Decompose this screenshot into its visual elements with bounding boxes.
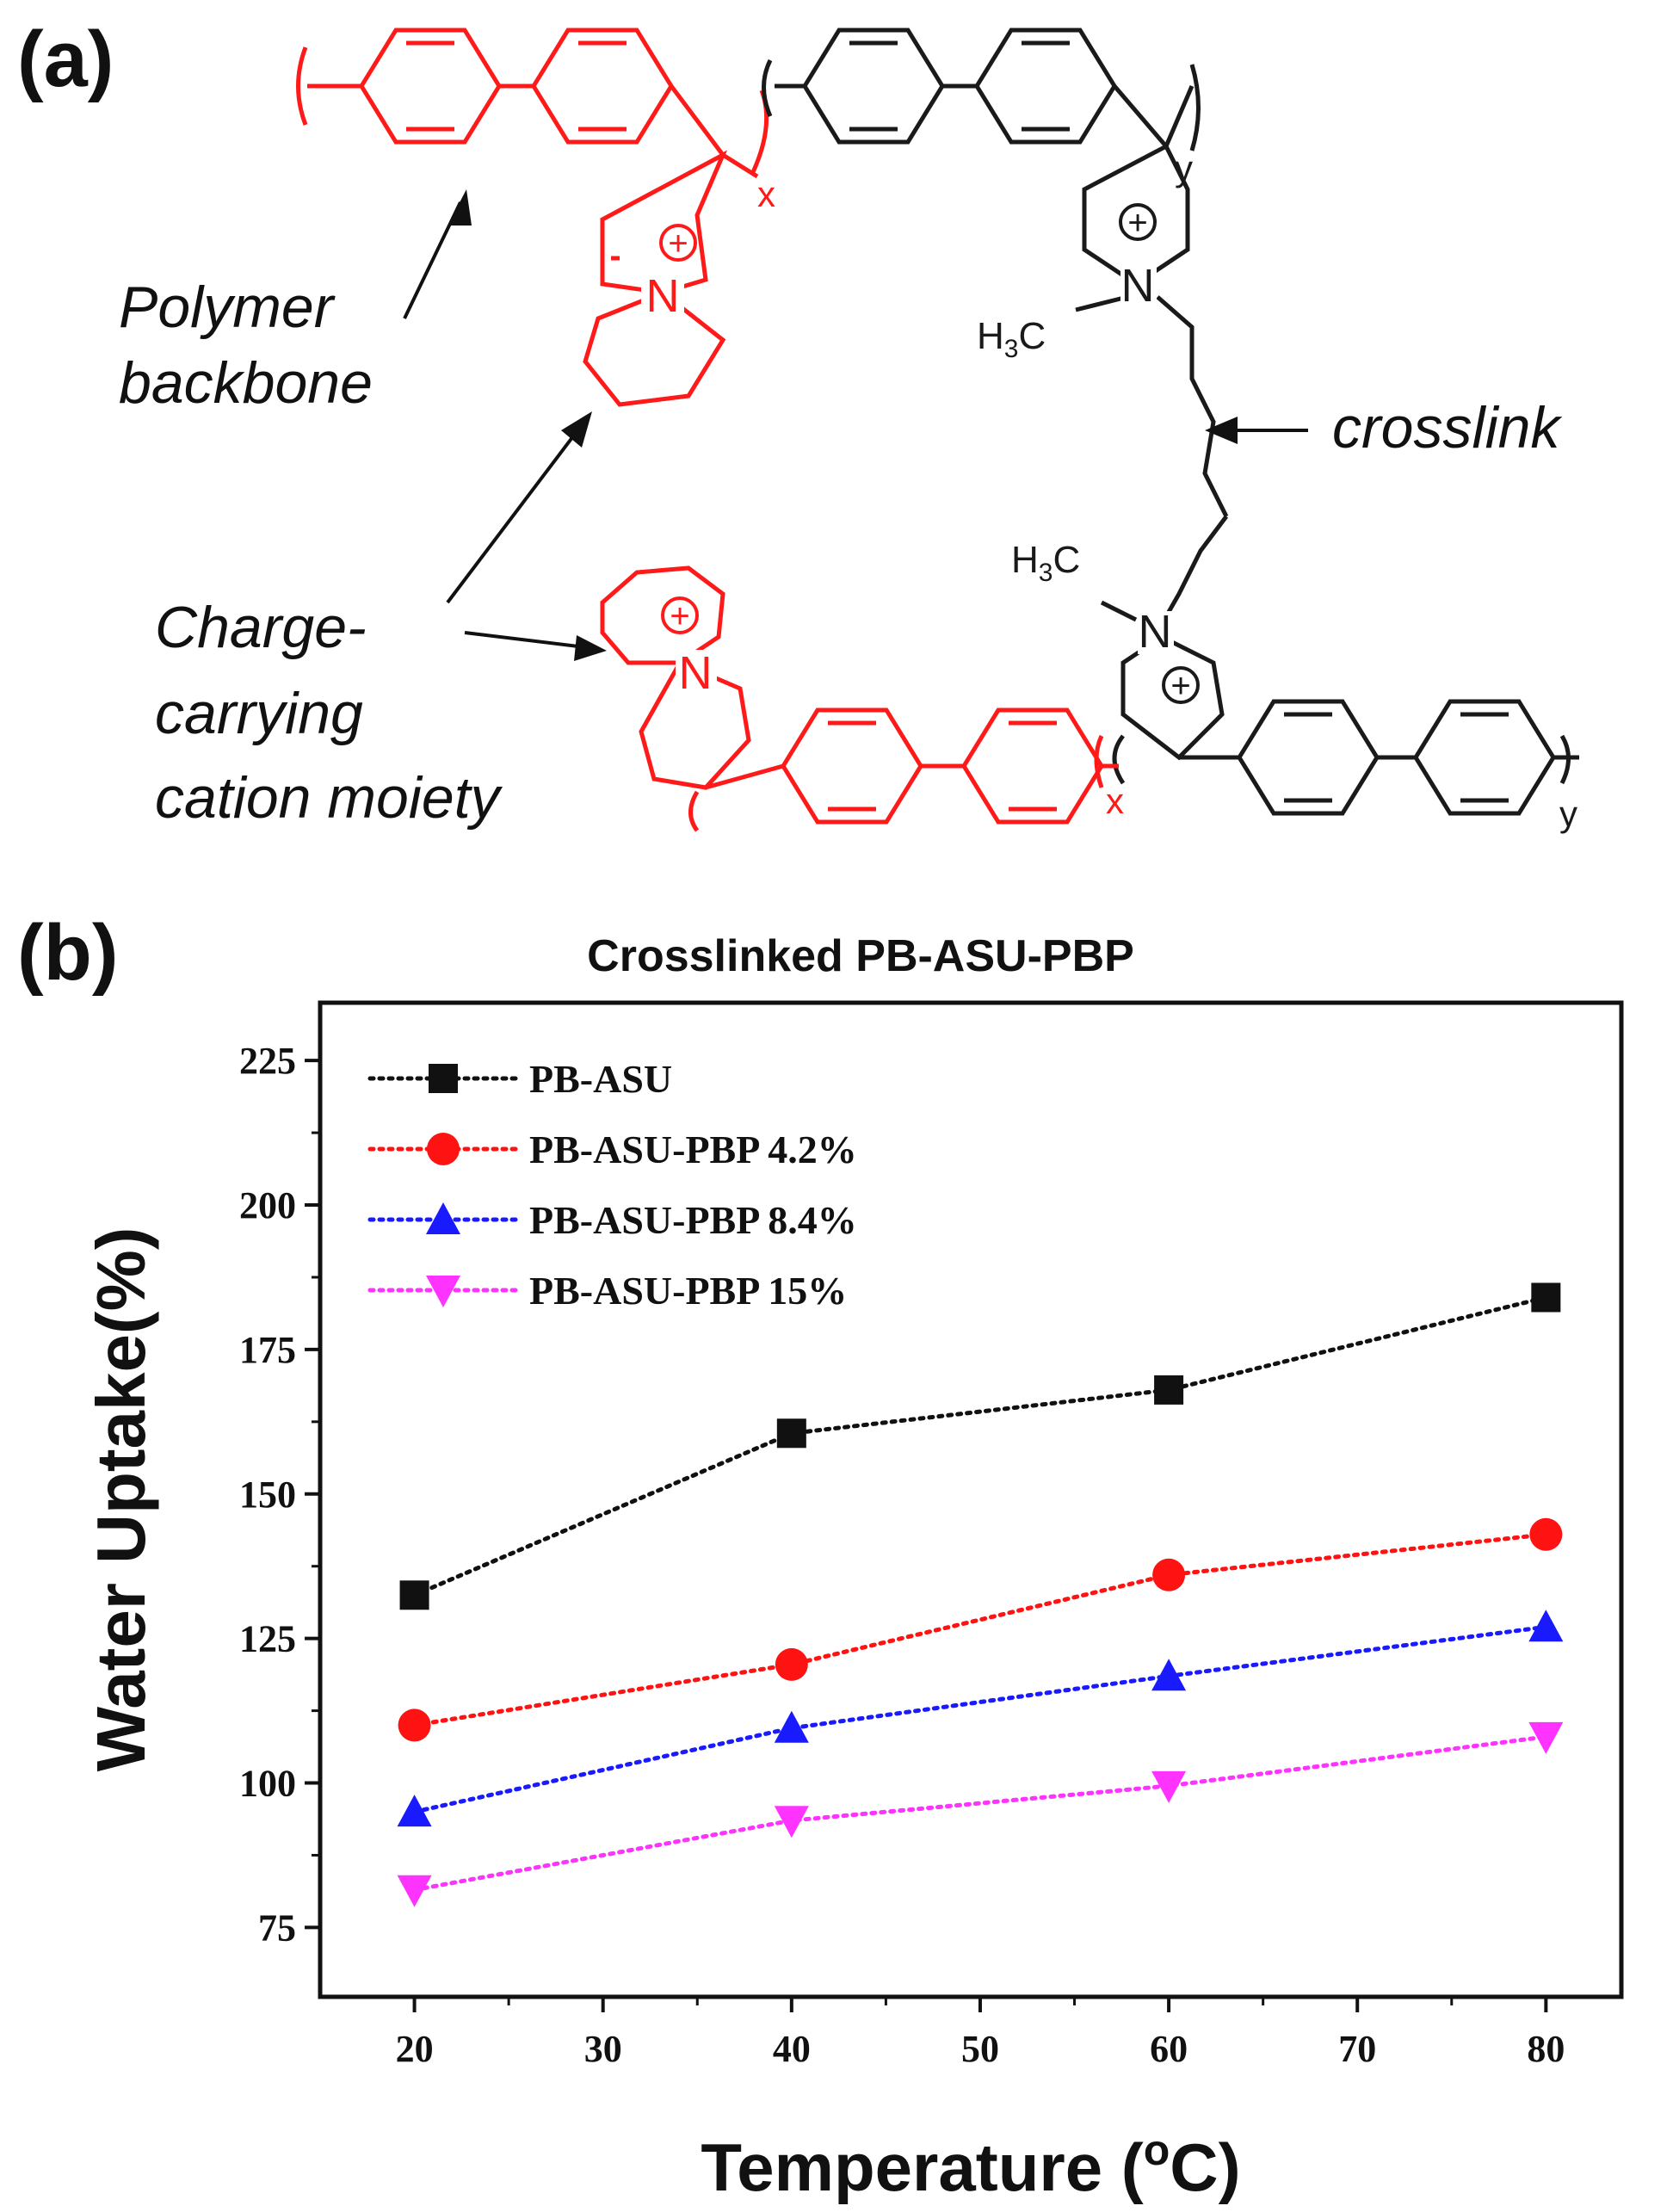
legend-entry: PB-ASU-PBP 15% bbox=[529, 1269, 847, 1313]
red-unit-top-charge: + N x bbox=[641, 174, 775, 322]
data-series bbox=[397, 1282, 1564, 1907]
data-point bbox=[774, 1710, 809, 1743]
backbone-label-line1: Polymer bbox=[119, 275, 336, 340]
x-tick-label: 50 bbox=[961, 2028, 999, 2070]
y-tick-label: 125 bbox=[239, 1618, 296, 1660]
backbone-arrowhead bbox=[448, 189, 472, 226]
chart-title: Crosslinked PB-ASU-PBP bbox=[587, 931, 1134, 981]
y-tick-label: 100 bbox=[239, 1763, 296, 1805]
methyl-group: H3C bbox=[1011, 539, 1080, 587]
legend-marker bbox=[426, 1276, 460, 1307]
plus-sign: + bbox=[1127, 204, 1147, 242]
data-point bbox=[774, 1806, 809, 1838]
data-point bbox=[1151, 1659, 1187, 1691]
panel-a-structure: (a) + N x bbox=[17, 15, 1579, 834]
data-point bbox=[1151, 1770, 1187, 1803]
black-repeat-unit-bottom bbox=[1100, 515, 1579, 816]
data-point bbox=[398, 1708, 431, 1742]
black-unit-bottom-charge: + N y H3C bbox=[1011, 539, 1577, 834]
x-tick-label: 40 bbox=[773, 2028, 811, 2070]
plus-sign: + bbox=[1170, 667, 1190, 705]
legend-marker bbox=[429, 1064, 458, 1093]
cation-label-line1: Charge- bbox=[155, 595, 367, 660]
y-tick-label: 175 bbox=[239, 1329, 296, 1371]
data-point bbox=[776, 1418, 806, 1449]
data-point bbox=[1528, 1610, 1564, 1642]
panel-a-label: (a) bbox=[17, 15, 114, 103]
data-point bbox=[1152, 1558, 1186, 1591]
subscript-x: x bbox=[757, 174, 775, 214]
cation-label-line2: carrying bbox=[155, 681, 363, 746]
x-tick-label: 80 bbox=[1527, 2028, 1565, 2070]
subscript-y: y bbox=[1175, 148, 1193, 188]
subscript-y: y bbox=[1559, 794, 1577, 834]
y-axis-ticks: 75 100 125 150 175 200 225 bbox=[239, 1040, 320, 1949]
series-line bbox=[412, 1294, 1548, 1597]
plus-sign: + bbox=[668, 225, 688, 263]
nitrogen-atom: N bbox=[1139, 606, 1172, 658]
annotations: Polymer backbone Charge- carrying cation… bbox=[119, 189, 1562, 831]
methyl-group: H3C bbox=[977, 315, 1046, 363]
cation-label-line3: cation moiety bbox=[155, 765, 503, 831]
data-point bbox=[1154, 1375, 1184, 1405]
red-unit-bottom-charge: + N x bbox=[661, 596, 1124, 821]
panel-b-label: (b) bbox=[17, 909, 118, 997]
legend: PB-ASU PB-ASU-PBP 4.2% PB-ASU-PBP 8.4% PB-A… bbox=[367, 1057, 857, 1313]
black-unit-top-charge: + N y H3C bbox=[977, 148, 1193, 363]
x-axis-ticks: 20 30 40 50 60 70 80 bbox=[396, 1997, 1565, 2070]
data-point bbox=[1528, 1721, 1564, 1754]
legend-entry: PB-ASU bbox=[529, 1057, 672, 1101]
black-repeat-unit-top bbox=[762, 28, 1229, 518]
series-line bbox=[412, 1734, 1548, 1893]
legend-entry: PB-ASU-PBP 4.2% bbox=[529, 1128, 857, 1171]
data-point bbox=[397, 1875, 432, 1907]
crosslink-arrowhead bbox=[1205, 417, 1238, 444]
crosslink-label: crosslink bbox=[1332, 395, 1562, 460]
data-point bbox=[397, 1795, 432, 1827]
backbone-label-line2: backbone bbox=[119, 350, 373, 416]
legend-marker bbox=[427, 1133, 460, 1165]
data-point bbox=[399, 1580, 429, 1610]
plus-sign: + bbox=[670, 597, 689, 635]
nitrogen-atom: N bbox=[1121, 260, 1155, 312]
nitrogen-atom: N bbox=[646, 270, 680, 322]
y-axis-label: Water Uptake(%) bbox=[83, 1227, 159, 1772]
x-tick-label: 20 bbox=[396, 2028, 434, 2070]
legend-entry: PB-ASU-PBP 8.4% bbox=[529, 1198, 857, 1242]
subscript-x: x bbox=[1106, 781, 1124, 821]
nitrogen-atom: N bbox=[679, 647, 713, 699]
data-point bbox=[1529, 1517, 1563, 1551]
panel-b-chart: (b) Crosslinked PB-ASU-PBP 20 30 40 50 60 70 8… bbox=[17, 909, 1624, 2205]
x-axis-label: Temperature (oC) bbox=[701, 2126, 1240, 2205]
y-tick-label: 200 bbox=[239, 1184, 296, 1226]
legend-marker bbox=[426, 1202, 460, 1234]
x-tick-label: 30 bbox=[584, 2028, 622, 2070]
y-tick-label: 225 bbox=[239, 1040, 296, 1082]
cation-arrow-lower bbox=[464, 631, 586, 649]
series-line bbox=[412, 1532, 1548, 1727]
plot-frame bbox=[318, 1000, 1624, 1999]
cation-arrow-upper bbox=[446, 424, 583, 604]
y-tick-label: 75 bbox=[258, 1906, 296, 1949]
y-tick-label: 150 bbox=[239, 1474, 296, 1516]
red-repeat-unit-top bbox=[296, 28, 769, 407]
cation-arrowhead-lower bbox=[574, 635, 607, 661]
red-repeat-unit-bottom bbox=[600, 565, 1119, 832]
data-point bbox=[1531, 1282, 1561, 1313]
series-line bbox=[412, 1624, 1548, 1814]
x-tick-label: 70 bbox=[1338, 2028, 1376, 2070]
cation-arrowhead-upper bbox=[561, 411, 592, 448]
x-tick-label: 60 bbox=[1150, 2028, 1188, 2070]
data-point bbox=[775, 1647, 808, 1681]
